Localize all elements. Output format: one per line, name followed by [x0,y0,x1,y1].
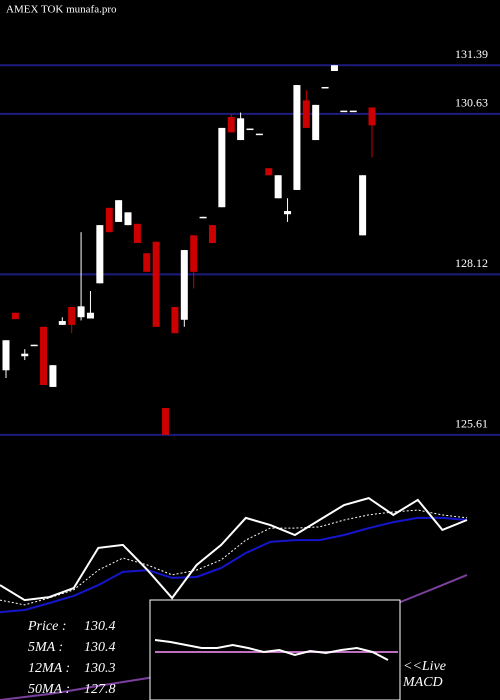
candle-body [349,110,357,113]
legend-label: 50MA : [28,682,70,697]
macd-line [154,639,389,661]
candle-body [293,85,301,190]
candle-body [246,128,254,131]
level-label: 128.12 [455,256,488,270]
macd-label: MACD [402,675,443,690]
level-label: 125.61 [455,417,488,431]
indicator-line [0,497,468,602]
candle-body [2,340,10,371]
candle-body [96,225,104,284]
legend-value: 130.4 [84,619,116,634]
legend-value: 130.4 [84,640,116,655]
candle-body [218,127,226,208]
legend-label: 12MA : [28,661,70,676]
legend-label: Price : [27,619,66,634]
legend-label: 5MA : [28,640,63,655]
indicator-line [0,516,468,614]
candle-body [11,312,19,320]
candle-body [237,118,245,141]
indicator-line [0,509,468,606]
candle-body [368,107,376,126]
candle-body [30,344,38,347]
candle-body [152,241,160,327]
candle-body [208,225,216,244]
candle-body [40,326,48,385]
legend-value: 127.8 [84,682,116,697]
candle-body [227,117,235,133]
candle-body [105,207,113,233]
candle-body [143,253,151,272]
candle-body [265,168,273,176]
candle-body [124,212,132,226]
candle-body [274,175,282,199]
legend-value: 130.3 [84,661,116,676]
candle-body [77,306,85,318]
candle-body [68,306,76,325]
candle-body [21,353,29,357]
macd-label: <<Live [403,659,446,674]
candle-body [86,312,94,319]
candle-body [302,100,310,128]
candle-body [312,104,320,141]
candle-body [330,65,338,71]
level-label: 131.39 [455,47,488,61]
candle-body [171,306,179,334]
level-label: 130.63 [455,96,488,110]
candle-body [321,86,329,89]
candle-body [49,365,57,387]
chart-title: AMEX TOK munafa.pro [6,4,117,16]
candle-body [199,216,207,219]
candle-body [180,250,188,320]
candle-body [190,235,198,272]
candle-body [255,133,263,136]
candle-body [284,211,292,215]
candle-body [359,175,367,236]
candle-body [340,110,348,113]
candle-body [115,200,123,222]
candle-body [58,321,66,325]
candle-body [162,408,170,435]
candle-body [133,223,141,244]
